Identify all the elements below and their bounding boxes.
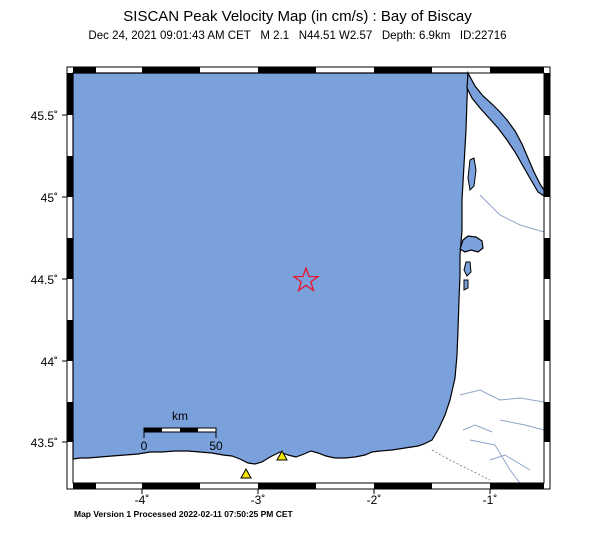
lat-label: 45˚: [41, 191, 58, 205]
lon-label: -1˚: [483, 493, 498, 507]
lat-label: 45.5˚: [31, 109, 58, 123]
station-triangle-icon[interactable]: [240, 467, 252, 479]
lon-label: -4˚: [135, 493, 150, 507]
lat-label: 43.5˚: [31, 436, 58, 450]
event-info: Dec 24, 2021 09:01:43 AM CET M 2.1 N44.5…: [0, 30, 595, 42]
lon-label: -2˚: [367, 493, 382, 507]
scale-unit: km: [172, 409, 188, 423]
lat-label: 44˚: [41, 355, 58, 369]
event-location: N44.51 W2.57: [298, 30, 373, 42]
map-version-footer: Map Version 1 Processed 2022-02-11 07:50…: [74, 509, 293, 519]
lake-biscarrosse: [463, 279, 469, 291]
rivers: [459, 194, 545, 484]
map-frame: [62, 66, 551, 494]
lake-cazaux: [463, 261, 472, 277]
lake-hourtin: [467, 157, 477, 192]
latitude-labels: 45.5˚ 45˚ 44.5˚ 44˚ 43.5˚: [31, 109, 58, 450]
lat-label: 44.5˚: [31, 273, 58, 287]
scale-bar: km 0 50: [141, 409, 223, 453]
lon-label: -3˚: [251, 493, 266, 507]
longitude-labels: -4˚ -3˚ -2˚ -1˚: [135, 493, 498, 507]
station-triangle-icon[interactable]: [276, 449, 288, 461]
event-depth: Depth: 6.9km: [381, 30, 451, 42]
sea-area: [72, 72, 469, 465]
map-area: [72, 70, 545, 484]
map-title: SISCAN Peak Velocity Map (in cm/s) : Bay…: [123, 8, 472, 25]
scale-start: 0: [141, 439, 148, 453]
event-date: Dec 24, 2021 09:01:43 AM CET: [88, 30, 251, 42]
epicenter-star-icon[interactable]: [292, 266, 320, 293]
event-id: ID:22716: [459, 30, 507, 42]
event-magnitude: M 2.1: [260, 30, 290, 42]
scale-end: 50: [209, 439, 223, 453]
arcachon-basin: [459, 235, 484, 253]
